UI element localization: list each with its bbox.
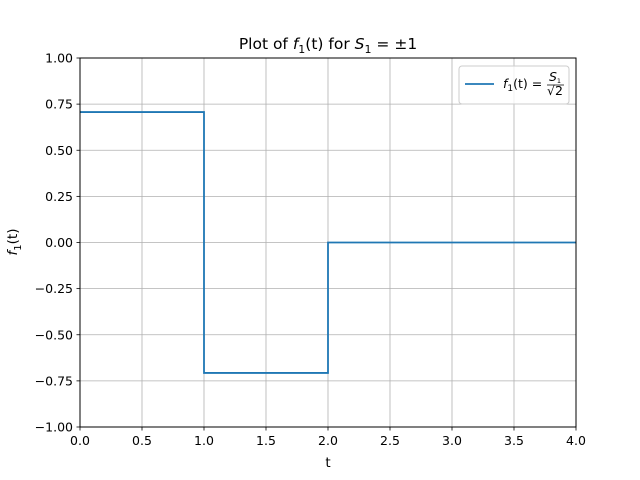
y-tick-label: −0.25 (35, 281, 73, 296)
y-tick-label: 1.00 (45, 51, 73, 66)
y-label-sub: 1 (13, 244, 24, 250)
legend: f1(t) = S1 √2 (458, 65, 570, 105)
y-axis-label: f1(t) (5, 229, 24, 256)
title-func-sub: 1 (298, 43, 305, 56)
title-var-sub: 1 (364, 43, 371, 56)
y-tick-label: 0.50 (45, 143, 73, 158)
title-suffix: = ±1 (371, 35, 417, 53)
title-func: f (293, 35, 301, 53)
x-tick-label: 2.0 (318, 433, 338, 448)
title-var: S (355, 35, 365, 53)
y-tick-label: 0.25 (45, 189, 73, 204)
series-layer (80, 111, 576, 374)
x-axis-label: t (325, 455, 330, 471)
x-tick-label: 0.0 (70, 433, 90, 448)
series-line-0 (80, 111, 576, 374)
x-tick-label: 3.5 (504, 433, 524, 448)
legend-func: f (503, 76, 509, 91)
legend-fraction-denominator: √2 (547, 83, 563, 98)
y-tick-label: −0.50 (35, 327, 73, 342)
x-tick-label: 4.0 (566, 433, 586, 448)
y-label-func: f (5, 248, 21, 255)
chart-title: Plot of f1(t) for S1 = ±1 (239, 35, 417, 56)
title-arg: (t) (305, 35, 323, 53)
legend-arg: (t) = (513, 76, 542, 91)
x-tick-label: 0.5 (132, 433, 152, 448)
legend-num-sub: 1 (557, 77, 561, 85)
x-tick-label: 3.0 (442, 433, 462, 448)
x-tick-label: 2.5 (380, 433, 400, 448)
y-tick-label: −1.00 (35, 420, 73, 435)
y-label-arg: (t) (5, 229, 21, 245)
legend-label: f1(t) = (503, 76, 542, 94)
title-prefix: Plot of (239, 35, 293, 53)
x-axis-ticks: 0.0 0.5 1.0 1.5 2.0 2.5 3.0 3.5 4.0 (70, 427, 586, 448)
legend-fraction-numerator: S1 (549, 69, 561, 85)
y-tick-label: 0.75 (45, 97, 73, 112)
legend-func-sub: 1 (507, 84, 513, 94)
legend-box (458, 65, 570, 105)
x-tick-label: 1.0 (194, 433, 214, 448)
y-axis-ticks: −1.00 −0.75 −0.50 −0.25 0.00 0.25 0.50 0.75 1.00 (35, 51, 80, 435)
legend-num: S (549, 69, 557, 84)
x-tick-label: 1.5 (256, 433, 276, 448)
title-middle: for (323, 35, 354, 53)
y-tick-label: 0.00 (45, 235, 73, 250)
y-tick-label: −0.75 (35, 373, 73, 388)
